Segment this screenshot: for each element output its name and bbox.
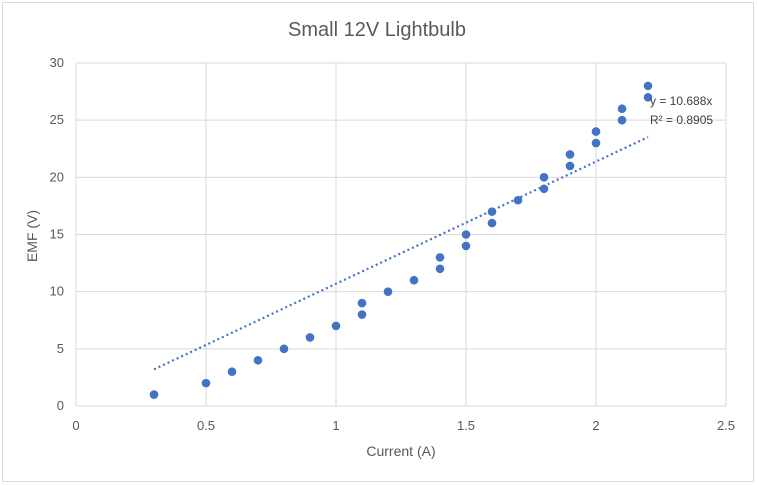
gridlines (75, 62, 727, 407)
y-axis-ticks: 0 5 10 15 20 25 30 (50, 55, 64, 413)
x-tick-label: 1 (332, 418, 339, 433)
y-tick-label: 10 (50, 284, 64, 299)
x-tick-label: 2.5 (717, 418, 735, 433)
y-tick-label: 0 (57, 398, 64, 413)
data-point (409, 275, 419, 285)
chart-title: Small 12V Lightbulb (288, 19, 466, 41)
data-point (383, 287, 393, 296)
y-tick-label: 25 (50, 112, 64, 127)
data-point (227, 367, 237, 377)
data-point (253, 355, 263, 365)
data-point (279, 344, 289, 354)
x-tick-label: 1.5 (457, 418, 475, 433)
data-point (539, 173, 549, 182)
data-point (435, 264, 445, 274)
data-point (305, 333, 315, 342)
y-tick-label: 5 (57, 341, 64, 356)
x-tick-label: 0.5 (197, 418, 215, 433)
data-point (331, 321, 341, 331)
data-point (201, 378, 211, 388)
data-point (617, 104, 627, 114)
chart-frame (2, 2, 754, 482)
trendline-r-squared: R² = 0.8905 (650, 113, 713, 127)
data-point (591, 127, 601, 136)
data-point (435, 253, 445, 262)
y-tick-label: 20 (50, 169, 64, 184)
y-tick-label: 30 (50, 55, 64, 70)
data-point (513, 195, 523, 205)
data-point (539, 184, 549, 194)
data-point (461, 241, 471, 251)
trendline-equation: y = 10.688x (650, 94, 712, 108)
x-axis-title: Current (A) (366, 443, 435, 459)
data-point (591, 138, 601, 148)
data-point (149, 390, 159, 399)
data-point (461, 230, 471, 239)
x-tick-label: 2 (592, 418, 599, 433)
data-points (149, 81, 653, 399)
data-point (643, 81, 653, 91)
data-point (487, 218, 497, 228)
y-tick-label: 15 (50, 227, 64, 242)
data-point (357, 310, 367, 319)
data-point (565, 161, 575, 171)
x-axis-ticks: 0 0.5 1 1.5 2 2.5 (72, 418, 735, 433)
data-point (357, 298, 367, 308)
data-point (565, 150, 575, 159)
x-tick-label: 0 (72, 418, 79, 433)
data-point (487, 207, 497, 216)
data-point (643, 93, 653, 102)
trendline (153, 136, 649, 371)
y-axis-title: EMF (V) (24, 210, 40, 262)
data-point (617, 115, 627, 125)
